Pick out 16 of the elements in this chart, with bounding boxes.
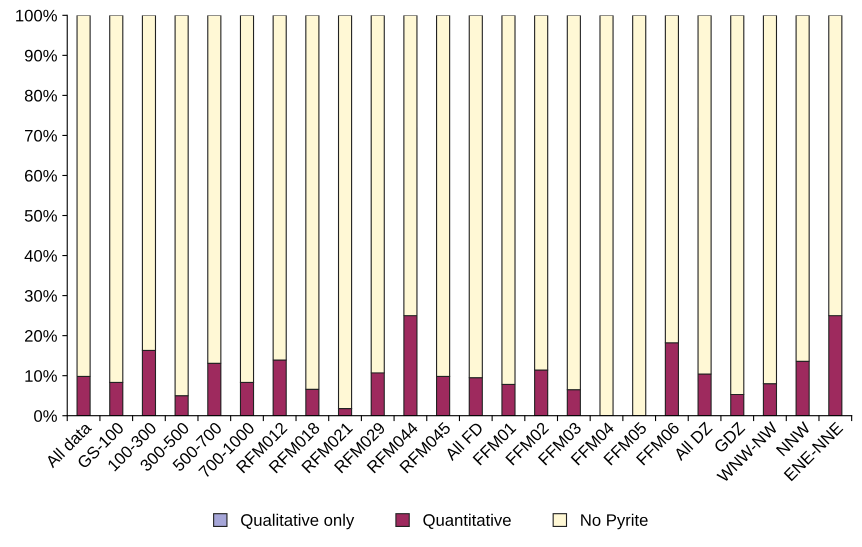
legend-label: No Pyrite [581, 514, 648, 530]
y-tick-label: 80% [24, 90, 57, 102]
y-tick-label: 30% [24, 290, 57, 302]
bar [599, 15, 614, 416]
y-tick-label: 40% [24, 250, 57, 262]
y-tick-label: 70% [25, 130, 57, 142]
y-tick-label: 10% [25, 370, 57, 382]
legend-label: Quantitative [423, 514, 511, 529]
y-tick-label: 100% [16, 10, 57, 22]
legend-label: Qualitative only [241, 514, 354, 530]
bar [632, 15, 646, 416]
y-tick-label: 60% [25, 170, 57, 182]
y-tick-label: 90% [24, 50, 57, 62]
y-tick-label: 0% [34, 410, 57, 422]
y-tick-label: 50% [24, 210, 57, 222]
y-tick-label: 20% [24, 330, 57, 342]
